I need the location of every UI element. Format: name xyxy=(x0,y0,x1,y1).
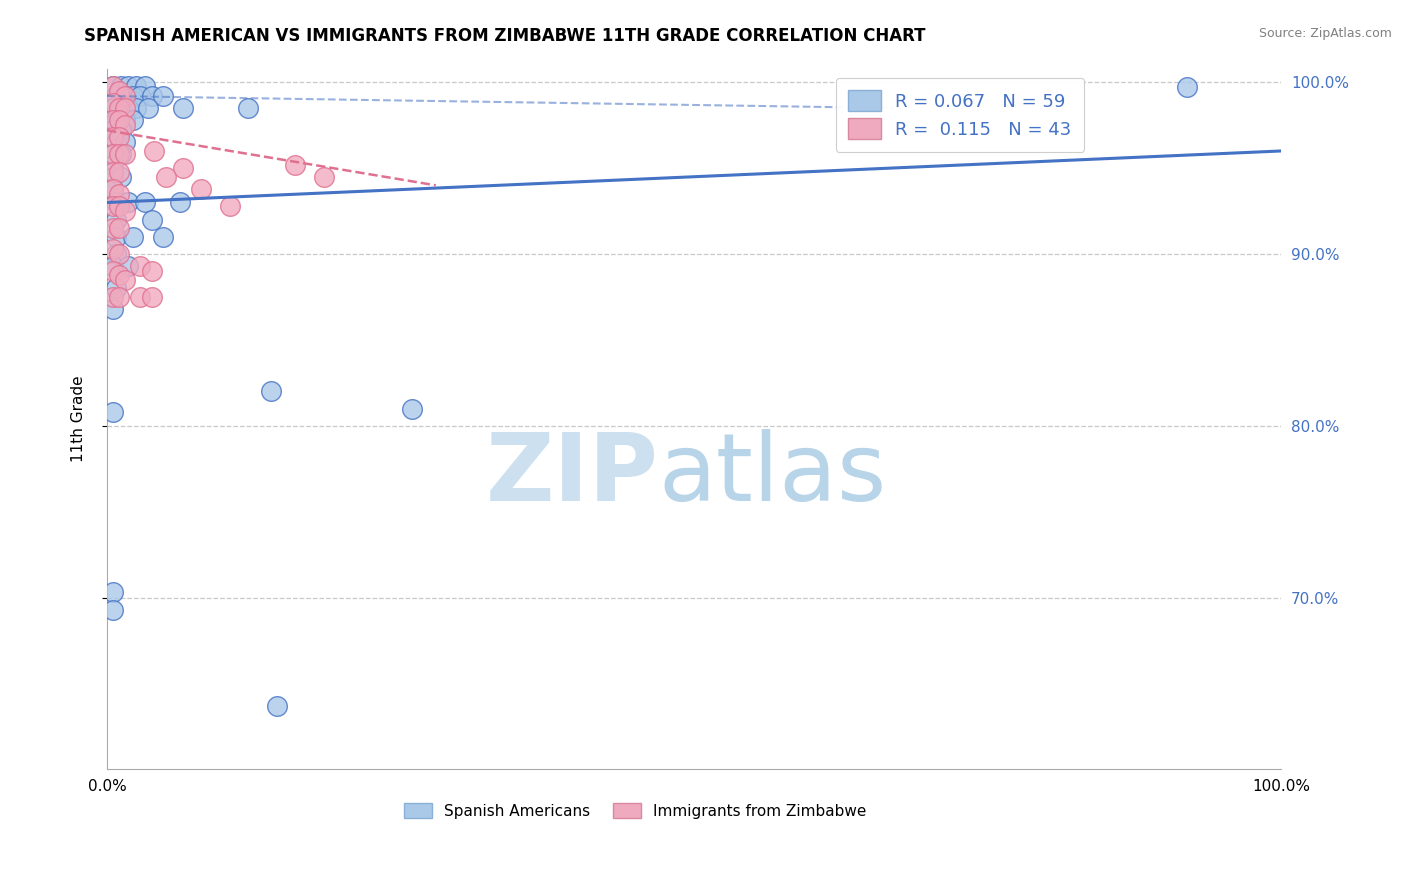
Point xyxy=(101,130,124,145)
Point xyxy=(101,301,124,316)
Point xyxy=(219,199,242,213)
Point xyxy=(108,268,131,282)
Point xyxy=(141,212,163,227)
Point xyxy=(114,89,136,103)
Point xyxy=(101,199,124,213)
Point xyxy=(284,158,307,172)
Point xyxy=(122,89,145,103)
Point xyxy=(101,113,124,128)
Point xyxy=(114,204,136,219)
Point xyxy=(110,78,132,93)
Point xyxy=(101,78,124,93)
Y-axis label: 11th Grade: 11th Grade xyxy=(72,376,86,462)
Point xyxy=(122,113,145,128)
Point xyxy=(152,89,174,103)
Point xyxy=(117,101,139,115)
Point xyxy=(122,230,145,244)
Point xyxy=(101,259,124,273)
Point xyxy=(101,290,124,304)
Point xyxy=(110,147,132,161)
Point xyxy=(401,401,423,416)
Point xyxy=(190,182,212,196)
Point xyxy=(101,585,124,599)
Point xyxy=(117,195,139,210)
Point xyxy=(129,290,152,304)
Point xyxy=(114,101,136,115)
Point xyxy=(105,212,128,227)
Point xyxy=(141,89,163,103)
Point xyxy=(169,195,191,210)
Point xyxy=(1175,80,1198,95)
Point xyxy=(101,78,124,93)
Point xyxy=(108,113,131,128)
Point xyxy=(101,221,124,235)
Point xyxy=(108,130,131,145)
Point xyxy=(105,281,128,295)
Point xyxy=(101,602,124,616)
Point xyxy=(101,405,124,419)
Point xyxy=(105,89,128,103)
Point xyxy=(114,147,136,161)
Point xyxy=(101,242,124,256)
Point xyxy=(101,95,124,110)
Point xyxy=(108,147,131,161)
Point xyxy=(172,161,194,175)
Point xyxy=(108,290,131,304)
Point xyxy=(101,147,124,161)
Point xyxy=(114,89,136,103)
Point xyxy=(108,247,131,261)
Point xyxy=(108,164,131,178)
Point xyxy=(108,186,131,201)
Point xyxy=(108,199,131,213)
Point xyxy=(110,169,132,184)
Point xyxy=(101,182,124,196)
Point xyxy=(101,169,124,184)
Point xyxy=(141,290,163,304)
Point xyxy=(101,158,124,172)
Text: SPANISH AMERICAN VS IMMIGRANTS FROM ZIMBABWE 11TH GRADE CORRELATION CHART: SPANISH AMERICAN VS IMMIGRANTS FROM ZIMB… xyxy=(84,27,927,45)
Point xyxy=(152,230,174,244)
Point xyxy=(114,273,136,287)
Point xyxy=(314,169,336,184)
Point xyxy=(108,84,131,98)
Point xyxy=(101,264,124,278)
Point xyxy=(117,78,139,93)
Point xyxy=(101,147,124,161)
Point xyxy=(105,136,128,150)
Point xyxy=(105,247,128,261)
Point xyxy=(117,259,139,273)
Point xyxy=(141,264,163,278)
Point xyxy=(110,123,132,137)
Point xyxy=(105,230,128,244)
Point xyxy=(236,101,259,115)
Text: Source: ZipAtlas.com: Source: ZipAtlas.com xyxy=(1258,27,1392,40)
Point xyxy=(129,259,152,273)
Point xyxy=(125,78,148,93)
Point xyxy=(114,136,136,150)
Point xyxy=(108,221,131,235)
Point xyxy=(101,101,124,115)
Point xyxy=(134,78,156,93)
Point xyxy=(155,169,177,184)
Point xyxy=(110,101,132,115)
Point xyxy=(105,113,128,128)
Point xyxy=(101,164,124,178)
Point xyxy=(114,118,136,132)
Legend: Spanish Americans, Immigrants from Zimbabwe: Spanish Americans, Immigrants from Zimba… xyxy=(398,797,873,825)
Point xyxy=(125,101,148,115)
Point xyxy=(129,89,152,103)
Point xyxy=(108,101,131,115)
Point xyxy=(114,113,136,128)
Point xyxy=(105,195,128,210)
Point xyxy=(260,384,283,399)
Point xyxy=(134,195,156,210)
Point xyxy=(101,182,124,196)
Point xyxy=(101,123,124,137)
Point xyxy=(172,101,194,115)
Point xyxy=(266,698,288,713)
Text: atlas: atlas xyxy=(659,429,887,521)
Point xyxy=(143,144,166,158)
Point xyxy=(136,101,159,115)
Text: ZIP: ZIP xyxy=(486,429,659,521)
